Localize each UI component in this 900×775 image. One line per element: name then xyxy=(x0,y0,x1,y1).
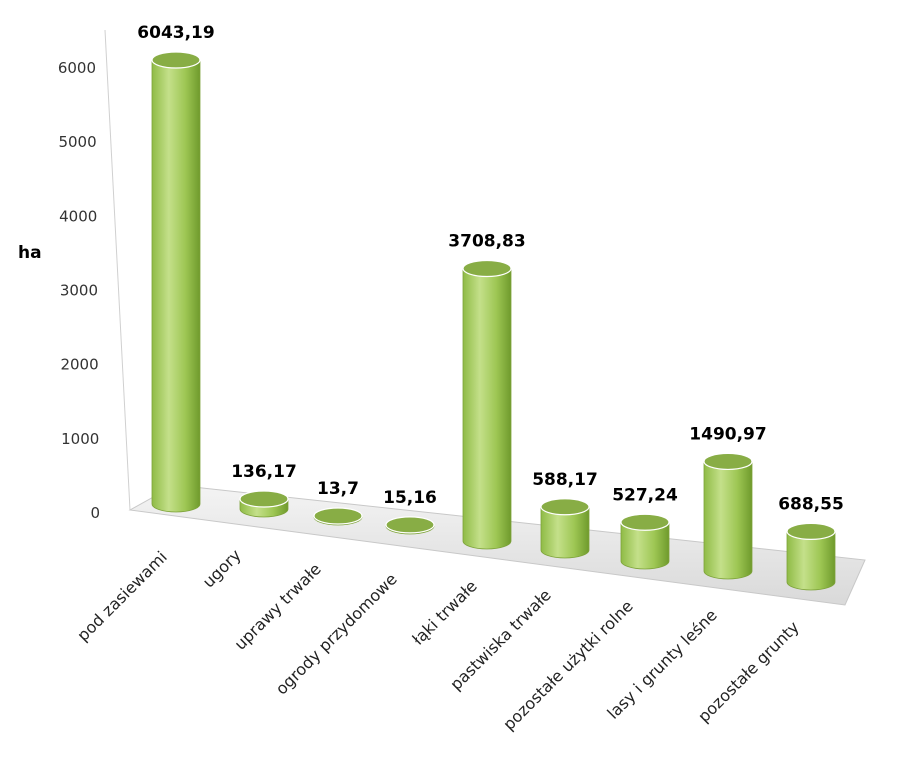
data-label: 527,24 xyxy=(612,485,678,505)
data-label: 13,7 xyxy=(317,479,359,499)
bar xyxy=(462,259,512,550)
y-axis-line xyxy=(104,29,131,511)
data-label: 588,17 xyxy=(532,470,598,490)
data-label: 136,17 xyxy=(231,462,297,482)
category-label: łąki trwałe xyxy=(409,576,481,648)
y-tick-label: 5000 xyxy=(58,133,96,151)
bar xyxy=(620,513,670,570)
bar xyxy=(703,452,753,580)
bar xyxy=(385,516,435,535)
bar xyxy=(313,507,363,526)
data-label: 1490,97 xyxy=(689,424,766,444)
data-label: 6043,19 xyxy=(137,23,214,43)
category-label: pod zasiewami xyxy=(73,547,171,645)
bar xyxy=(239,490,289,518)
y-axis-label: ha xyxy=(18,243,42,263)
category-label: uprawy trwałe xyxy=(230,559,324,653)
data-label: 688,55 xyxy=(778,494,844,514)
y-tick-label: 6000 xyxy=(58,59,96,77)
bar xyxy=(540,498,590,559)
y-tick-label: 0 xyxy=(90,504,100,522)
data-label: 3708,83 xyxy=(448,232,525,252)
y-tick-label: 4000 xyxy=(59,207,97,225)
bar xyxy=(151,51,201,513)
y-tick-label: 2000 xyxy=(60,356,98,374)
y-tick-label: 1000 xyxy=(61,430,99,448)
category-label: pozostałe grunty xyxy=(694,617,803,726)
y-tick-label: 3000 xyxy=(60,282,98,300)
data-label: 15,16 xyxy=(383,488,437,508)
category-label: ugory xyxy=(199,545,245,591)
bar xyxy=(786,522,836,591)
